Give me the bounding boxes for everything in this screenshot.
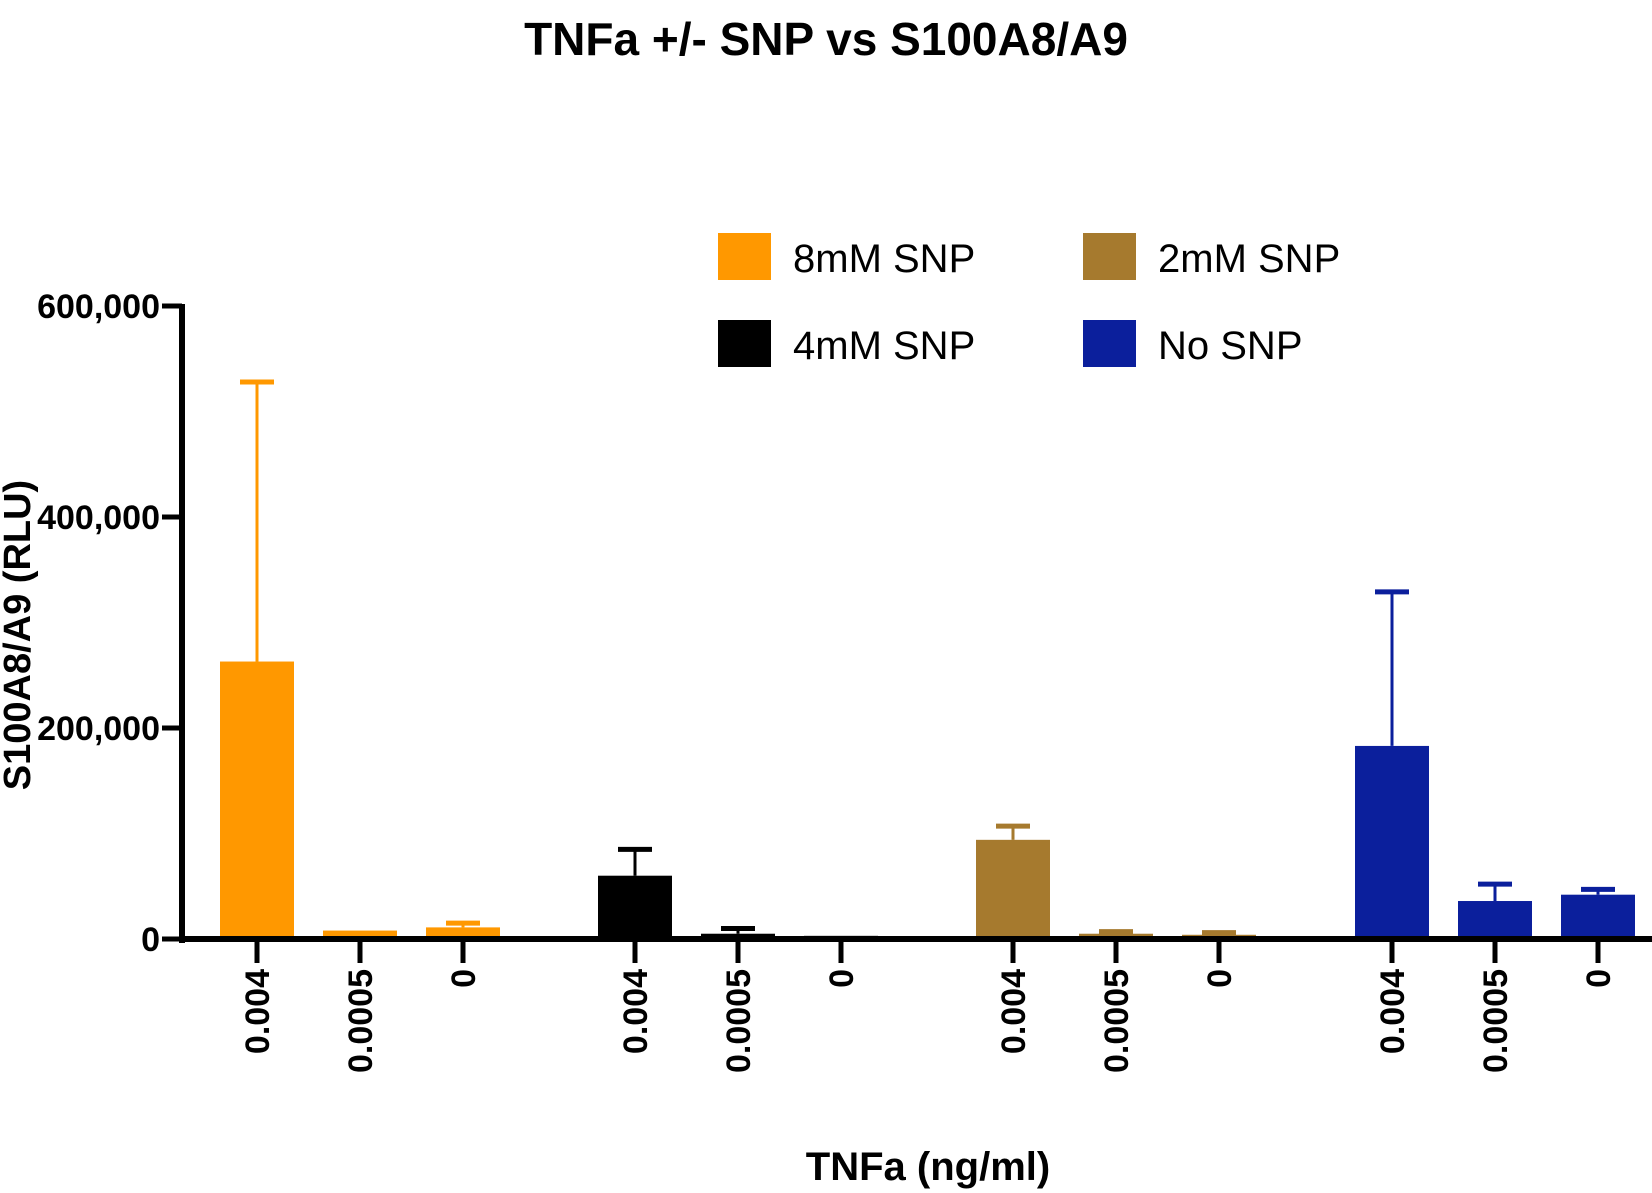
legend-swatch bbox=[1083, 233, 1136, 280]
x-tick-label: 0 bbox=[823, 969, 861, 988]
legend-swatch bbox=[1083, 320, 1136, 367]
bar-8mm-snp-0.0005 bbox=[323, 930, 397, 939]
legend-label: 8mM SNP bbox=[793, 237, 975, 281]
x-axis-label: TNFa (ng/ml) bbox=[806, 1145, 1050, 1189]
legend-swatch bbox=[718, 233, 771, 280]
bar-no-snp-0 bbox=[1561, 894, 1635, 939]
axes bbox=[179, 304, 1652, 943]
error-bars bbox=[240, 379, 1615, 936]
legend: 8mM SNP 2mM SNP 4mM SNP No SNP bbox=[718, 233, 1340, 368]
x-tick-label: 0 bbox=[445, 969, 483, 988]
x-tick-label: 0.004 bbox=[995, 969, 1033, 1054]
x-tick-label: 0.004 bbox=[1374, 969, 1412, 1054]
y-axis-ticks: 0 200,000 400,000 600,000 bbox=[37, 288, 182, 959]
x-tick-label: 0.0005 bbox=[1098, 969, 1136, 1073]
bar-2mm-snp-0.004 bbox=[976, 839, 1050, 939]
x-tick-label: 0.004 bbox=[239, 969, 277, 1054]
bar-no-snp-0.0005 bbox=[1458, 901, 1532, 939]
x-tick-label: 0 bbox=[1580, 969, 1618, 988]
y-tick-label: 200,000 bbox=[37, 710, 160, 748]
legend-label: 2mM SNP bbox=[1158, 237, 1340, 281]
bar-no-snp-0.004 bbox=[1355, 745, 1429, 939]
x-tick-label: 0.0005 bbox=[720, 969, 758, 1073]
y-tick-label: 400,000 bbox=[37, 499, 160, 537]
y-axis-label: S100A8/A9 (RLU) bbox=[0, 480, 39, 790]
legend-label: No SNP bbox=[1158, 324, 1303, 368]
y-tick-label: 600,000 bbox=[37, 288, 160, 326]
legend-swatch bbox=[718, 320, 771, 367]
x-tick-label: 0.0005 bbox=[1477, 969, 1515, 1073]
chart-title: TNFa +/- SNP vs S100A8/A9 bbox=[524, 13, 1128, 65]
bars bbox=[220, 661, 1635, 939]
x-axis-ticks: 0.004 0.0005 0 0.004 0.0005 0 0.004 0.0005 0 0.00… bbox=[239, 939, 1618, 1073]
bar-8mm-snp-0 bbox=[426, 927, 500, 939]
bar-8mm-snp-0.004 bbox=[220, 661, 294, 939]
bar-4mm-snp-0.004 bbox=[598, 875, 672, 939]
x-tick-label: 0.004 bbox=[617, 969, 655, 1054]
x-tick-label: 0 bbox=[1201, 969, 1239, 988]
x-tick-label: 0.0005 bbox=[342, 969, 380, 1073]
y-tick-label: 0 bbox=[141, 921, 160, 959]
legend-label: 4mM SNP bbox=[793, 324, 975, 368]
